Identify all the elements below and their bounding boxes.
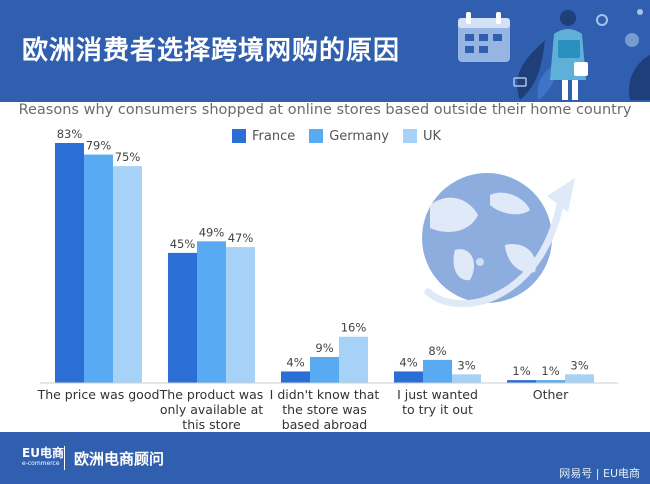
value-label-uk-0: 75% bbox=[115, 150, 141, 164]
bar-france-0 bbox=[55, 143, 84, 383]
category-label-line: the store was bbox=[282, 402, 366, 417]
shopping-illustration-icon bbox=[458, 9, 650, 100]
value-label-france-1: 45% bbox=[170, 237, 196, 251]
value-label-germany-0: 79% bbox=[86, 139, 112, 153]
category-label-line: The product was bbox=[159, 387, 264, 402]
value-label-germany-3: 8% bbox=[428, 344, 446, 358]
footer-watermark: 网易号 | EU电商 bbox=[559, 467, 640, 480]
globe-icon bbox=[422, 173, 575, 308]
bar-uk-0 bbox=[113, 166, 142, 383]
bar-france-4 bbox=[507, 380, 536, 383]
chart-legend: France Germany UK bbox=[232, 127, 455, 145]
bar-germany-4 bbox=[536, 380, 565, 383]
value-label-uk-1: 47% bbox=[228, 231, 254, 245]
header-banner: 欧洲消费者选择跨境网购的原因 bbox=[0, 0, 650, 102]
legend-swatch-germany bbox=[309, 129, 324, 143]
page-title: 欧洲消费者选择跨境网购的原因 bbox=[22, 36, 401, 66]
footer-logo-subtext: e-commerce bbox=[22, 460, 60, 467]
bar-group bbox=[55, 143, 594, 383]
value-label-germany-1: 49% bbox=[199, 225, 225, 239]
value-label-france-2: 4% bbox=[286, 355, 304, 369]
footer-brand-name: 欧洲电商顾问 bbox=[74, 450, 165, 468]
category-label-0: The price was good bbox=[37, 387, 160, 402]
category-label-line: this store bbox=[182, 417, 241, 432]
category-label-2: I didn't know that the store was based abr… bbox=[270, 387, 380, 432]
category-label-line: I didn't know that bbox=[270, 387, 380, 402]
footer-divider bbox=[64, 446, 65, 470]
category-label-3: I just wanted to try it out bbox=[397, 387, 478, 417]
legend-label-germany: Germany bbox=[329, 128, 389, 144]
value-label-uk-2: 16% bbox=[341, 321, 367, 335]
value-label-uk-3: 3% bbox=[457, 358, 475, 372]
bar-uk-4 bbox=[565, 374, 594, 383]
value-label-uk-4: 3% bbox=[570, 358, 588, 372]
category-label-1: The product was only available at this sto… bbox=[159, 387, 264, 432]
value-label-france-4: 1% bbox=[512, 364, 530, 378]
legend-label-france: France bbox=[252, 128, 296, 144]
value-label-group: 83% 45% 4% 4% 1% 79% 49% 9% 8% 1% 75% 47% 16% 3% 3% bbox=[57, 127, 589, 378]
value-label-germany-4: 1% bbox=[541, 364, 559, 378]
bar-france-2 bbox=[281, 371, 310, 383]
value-label-france-3: 4% bbox=[399, 355, 417, 369]
bar-france-3 bbox=[394, 371, 423, 383]
legend-item-france: France bbox=[232, 129, 295, 144]
category-label-line: to try it out bbox=[402, 402, 473, 417]
legend-item-uk: UK bbox=[403, 129, 441, 144]
category-label-line: I just wanted bbox=[397, 387, 478, 402]
category-label-group: The price was good The product was only av… bbox=[37, 387, 570, 432]
category-label-line: Other bbox=[533, 387, 569, 402]
bar-germany-2 bbox=[310, 356, 339, 383]
footer-bar: EU电商 e-commerce 欧洲电商顾问 网易号 | EU电商 bbox=[0, 432, 650, 484]
category-label-4: Other bbox=[533, 387, 569, 402]
footer-logo: EU电商 bbox=[22, 446, 64, 460]
bar-germany-1 bbox=[197, 241, 226, 383]
bar-chart: 83% 45% 4% 4% 1% 79% 49% 9% 8% 1% 75% 47% 16% 3% 3% Th… bbox=[37, 127, 618, 432]
category-label-line: The price was good bbox=[37, 387, 160, 402]
category-label-line: based abroad bbox=[282, 417, 367, 432]
category-label-line: only available at bbox=[160, 402, 263, 417]
legend-item-germany: Germany bbox=[309, 129, 389, 144]
bar-france-1 bbox=[168, 252, 197, 383]
bar-uk-3 bbox=[452, 374, 481, 383]
legend-swatch-uk bbox=[403, 129, 417, 143]
bar-germany-0 bbox=[84, 154, 113, 383]
bar-germany-3 bbox=[423, 359, 452, 383]
bar-uk-1 bbox=[226, 247, 255, 383]
chart-subtitle: Reasons why consumers shopped at online … bbox=[18, 102, 632, 118]
value-label-france-0: 83% bbox=[57, 127, 83, 141]
legend-swatch-france bbox=[232, 129, 246, 143]
value-label-germany-2: 9% bbox=[315, 341, 333, 355]
bar-uk-2 bbox=[339, 336, 368, 383]
legend-label-uk: UK bbox=[423, 128, 442, 144]
